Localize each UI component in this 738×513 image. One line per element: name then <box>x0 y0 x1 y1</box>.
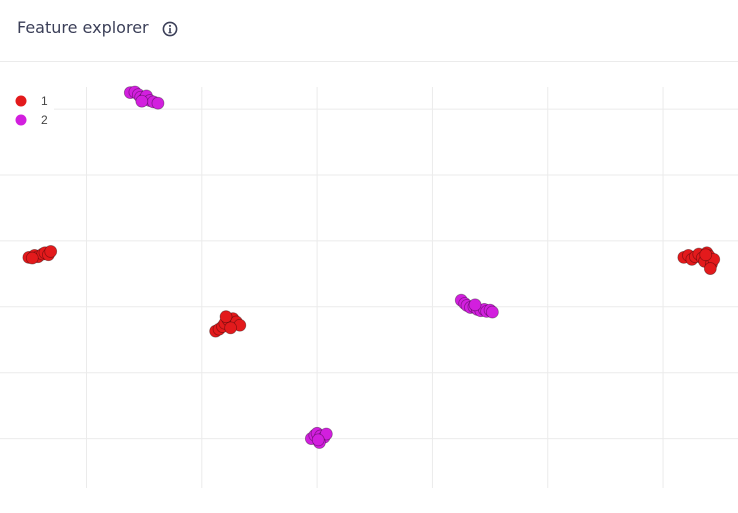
scatter-point-series-2 <box>485 305 499 319</box>
legend-label: 2 <box>41 113 48 127</box>
scatter-point-series-2 <box>135 94 149 108</box>
legend-marker <box>15 114 27 126</box>
scatter-point-series-1 <box>699 248 713 262</box>
scatter-plot[interactable]: 12 <box>0 63 738 508</box>
legend-label: 1 <box>41 94 48 108</box>
panel-header: Feature explorer <box>0 0 738 62</box>
scatter-point-series-1 <box>219 310 233 324</box>
data-points <box>22 85 721 449</box>
legend-marker <box>15 95 27 107</box>
scatter-point-series-1 <box>224 321 238 335</box>
legend[interactable]: 12 <box>15 94 49 127</box>
scatter-point-series-2 <box>151 96 165 110</box>
scatter-point-series-2 <box>468 298 482 312</box>
scatter-point-series-1 <box>44 245 58 258</box>
scatter-point-series-1 <box>703 262 717 275</box>
info-circle-icon[interactable] <box>162 21 178 37</box>
scatter-point-series-1 <box>25 251 39 265</box>
legend-item-1[interactable]: 1 <box>15 94 49 108</box>
scatter-point-series-2 <box>311 433 325 447</box>
panel-title: Feature explorer <box>17 18 149 37</box>
legend-item-2[interactable]: 2 <box>15 113 49 127</box>
grid-lines <box>0 87 738 488</box>
